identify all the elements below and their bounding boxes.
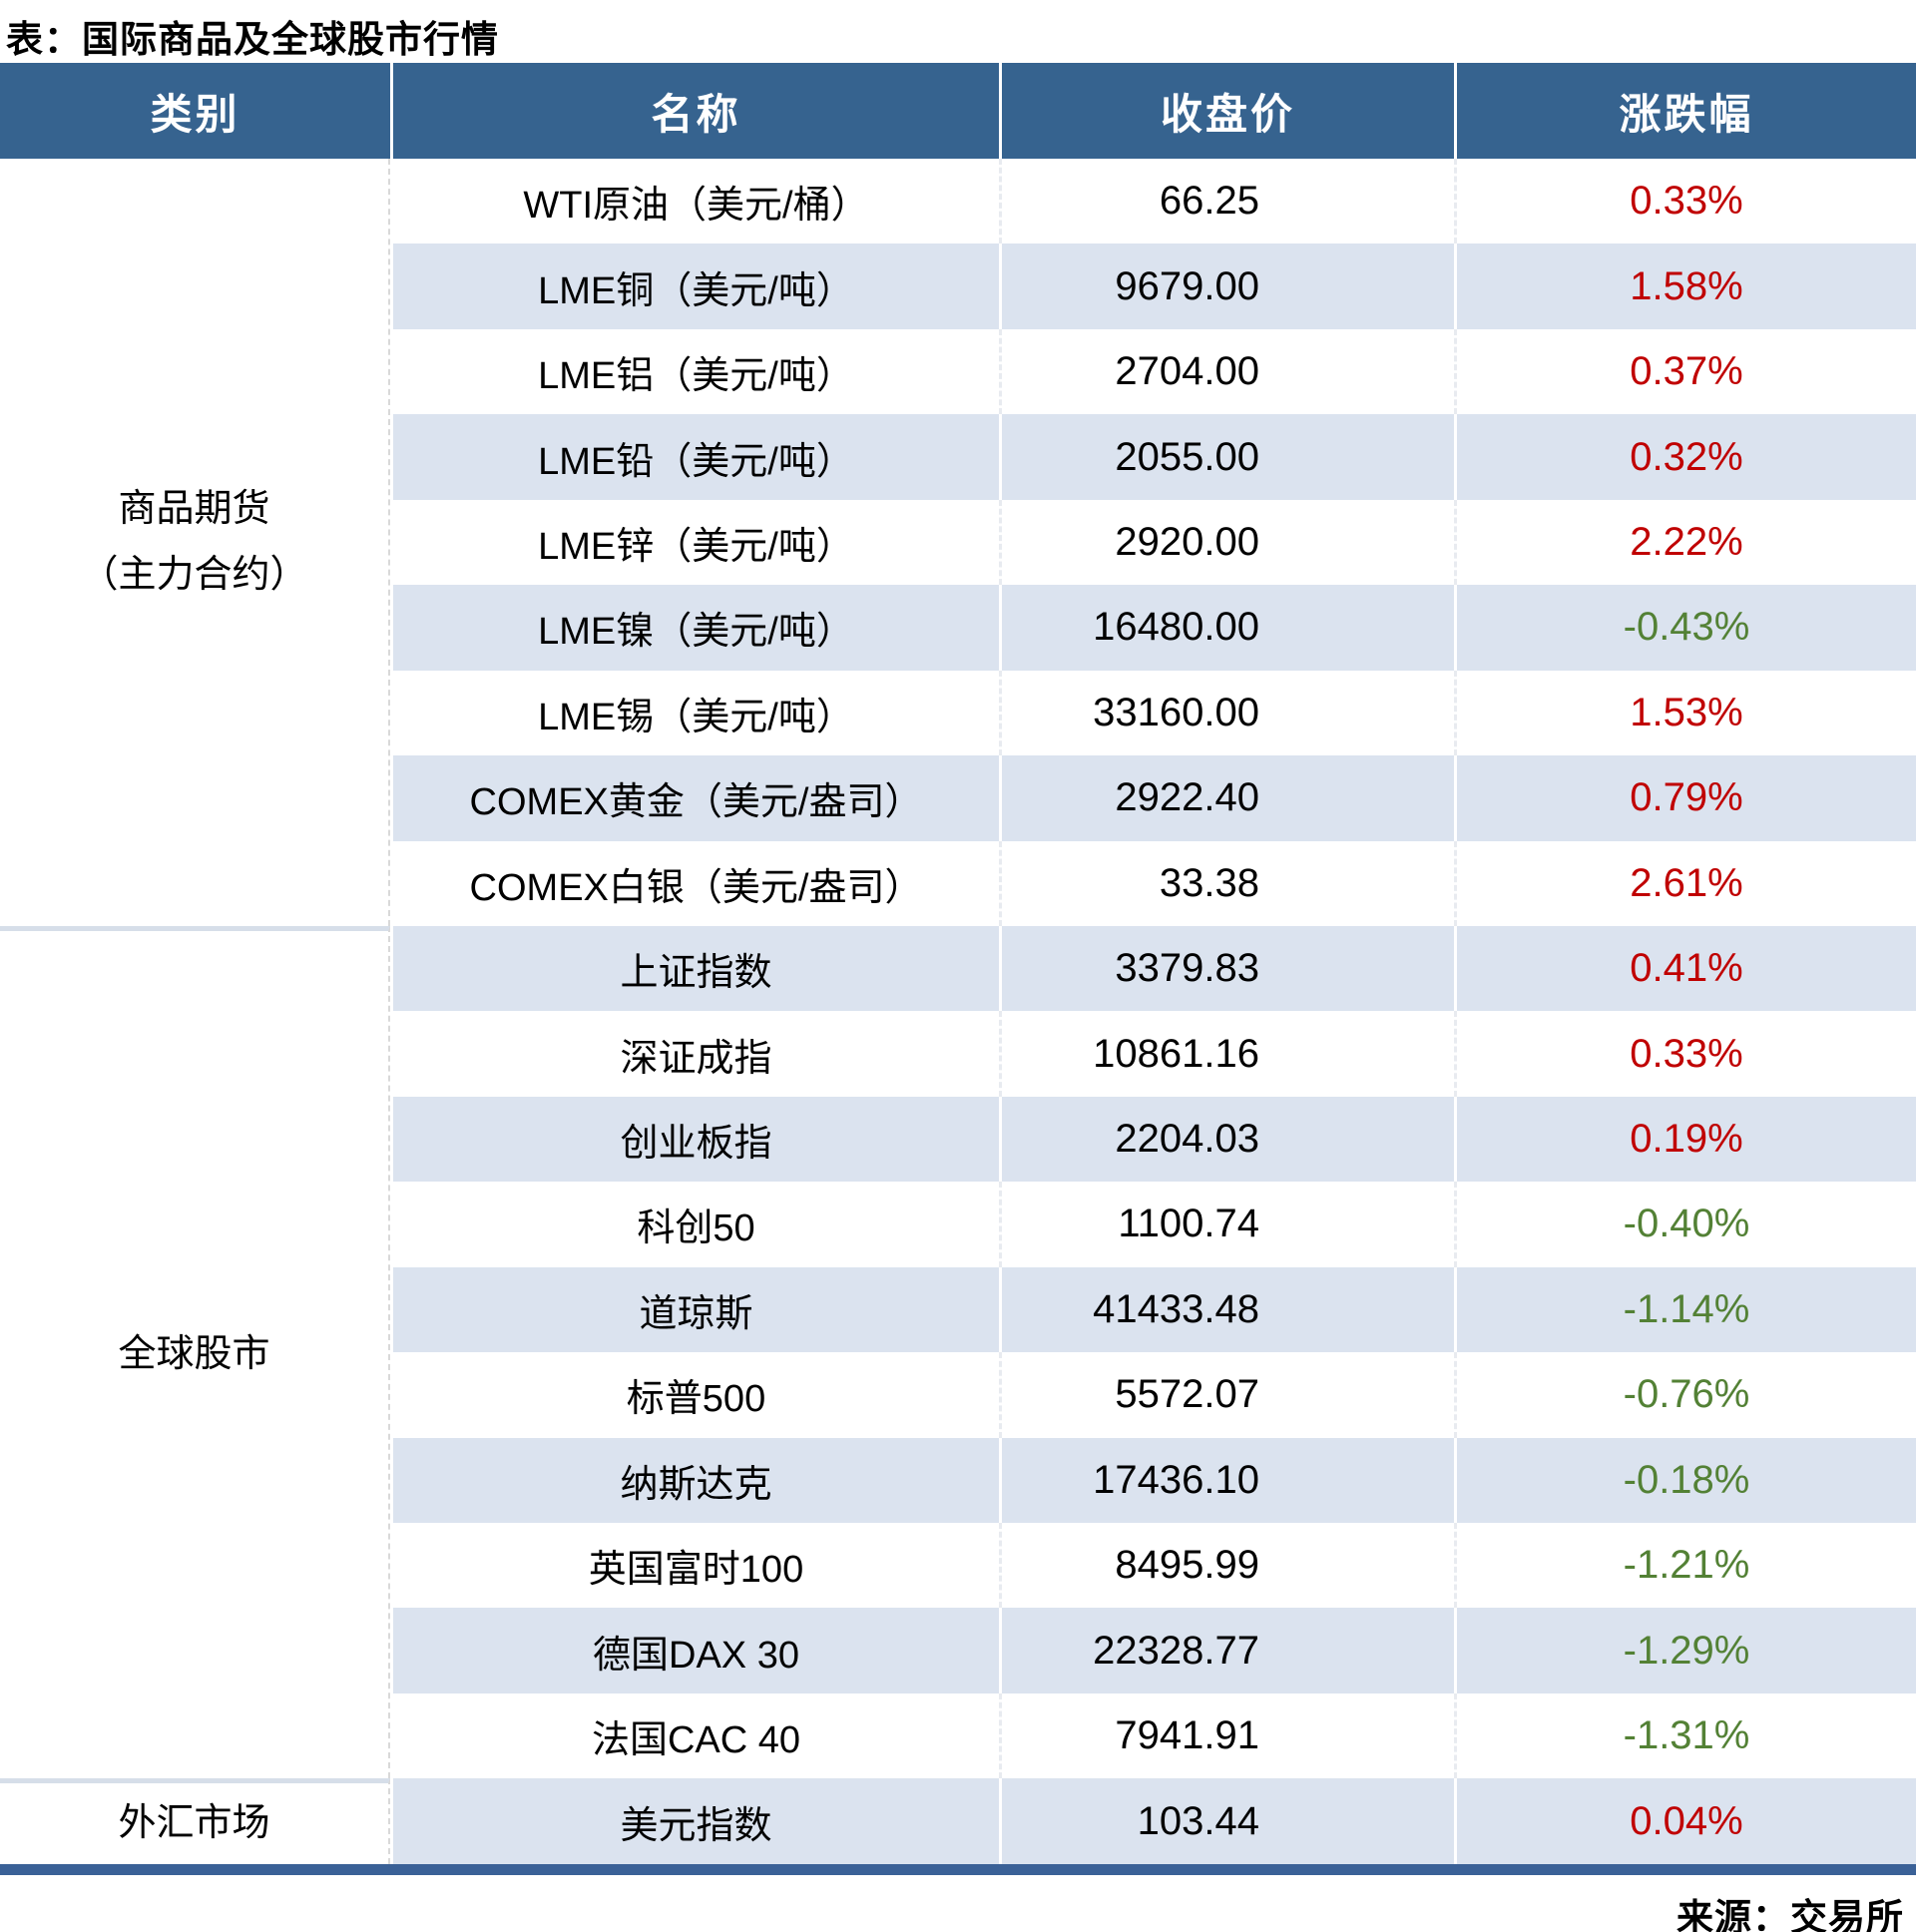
header-cell-category: 类别 xyxy=(0,63,390,159)
close-cell: 17436.10 xyxy=(999,1437,1454,1523)
name-cell: 深证成指 xyxy=(390,1011,999,1097)
name-cell: LME铜（美元/吨） xyxy=(390,243,999,329)
change-cell: 0.32% xyxy=(1454,414,1916,500)
close-cell: 2920.00 xyxy=(999,499,1454,586)
change-cell: 0.19% xyxy=(1454,1096,1916,1183)
name-cell: 法国CAC 40 xyxy=(390,1692,999,1779)
name-cell: LME铅（美元/吨） xyxy=(390,414,999,500)
name-cell: LME锡（美元/吨） xyxy=(390,670,999,756)
change-cell: 0.79% xyxy=(1454,755,1916,841)
change-cell: 0.33% xyxy=(1454,159,1916,244)
name-cell: 德国DAX 30 xyxy=(390,1608,999,1693)
source-note: 来源：交易所 xyxy=(1676,1896,1904,1932)
name-cell: 科创50 xyxy=(390,1182,999,1267)
close-cell: 41433.48 xyxy=(999,1266,1454,1353)
close-cell: 103.44 xyxy=(999,1778,1454,1864)
name-cell: 道琼斯 xyxy=(390,1266,999,1353)
table-bottom-bar xyxy=(0,1863,1916,1875)
close-cell: 16480.00 xyxy=(999,585,1454,671)
name-cell: LME锌（美元/吨） xyxy=(390,499,999,586)
header-cell-close: 收盘价 xyxy=(999,63,1454,159)
close-cell: 10861.16 xyxy=(999,1011,1454,1097)
change-cell: -0.18% xyxy=(1454,1437,1916,1523)
change-cell: 0.41% xyxy=(1454,925,1916,1012)
close-cell: 1100.74 xyxy=(999,1182,1454,1267)
category-cell-2: 外汇市场 xyxy=(0,1778,390,1864)
name-cell: LME镍（美元/吨） xyxy=(390,585,999,671)
change-cell: -1.31% xyxy=(1454,1692,1916,1779)
close-cell: 8495.99 xyxy=(999,1523,1454,1609)
change-cell: 0.33% xyxy=(1454,1011,1916,1097)
category-cell-0: 商品期货 （主力合约） xyxy=(0,159,390,926)
change-cell: 0.37% xyxy=(1454,328,1916,415)
change-cell: -1.21% xyxy=(1454,1523,1916,1609)
category-cell-1: 全球股市 xyxy=(0,925,390,1779)
name-cell: 英国富时100 xyxy=(390,1523,999,1609)
change-cell: -0.43% xyxy=(1454,585,1916,671)
name-cell: COMEX白银（美元/盎司） xyxy=(390,840,999,926)
name-cell: 上证指数 xyxy=(390,925,999,1012)
change-cell: 2.61% xyxy=(1454,840,1916,926)
category-label-line: 外汇市场 xyxy=(118,1802,270,1845)
close-cell: 5572.07 xyxy=(999,1352,1454,1438)
change-cell: -1.14% xyxy=(1454,1266,1916,1353)
change-cell: -1.29% xyxy=(1454,1608,1916,1693)
close-cell: 7941.91 xyxy=(999,1692,1454,1779)
category-label-line: 全球股市 xyxy=(118,1333,270,1376)
close-cell: 33160.00 xyxy=(999,670,1454,756)
table-title: 表：国际商品及全球股市行情 xyxy=(6,19,499,60)
name-cell: LME铝（美元/吨） xyxy=(390,328,999,415)
category-label-line: （主力合约） xyxy=(80,554,308,597)
name-cell: 美元指数 xyxy=(390,1778,999,1864)
category-label-line: 商品期货 xyxy=(118,487,270,530)
name-cell: 纳斯达克 xyxy=(390,1437,999,1523)
name-cell: WTI原油（美元/桶） xyxy=(390,159,999,244)
close-cell: 2704.00 xyxy=(999,328,1454,415)
name-cell: COMEX黄金（美元/盎司） xyxy=(390,755,999,841)
close-cell: 2922.40 xyxy=(999,755,1454,841)
change-cell: 0.04% xyxy=(1454,1778,1916,1864)
change-cell: -0.40% xyxy=(1454,1182,1916,1267)
change-cell: 2.22% xyxy=(1454,499,1916,586)
header-cell-name: 名称 xyxy=(390,63,999,159)
close-cell: 22328.77 xyxy=(999,1608,1454,1693)
name-cell: 标普500 xyxy=(390,1352,999,1438)
close-cell: 2055.00 xyxy=(999,414,1454,500)
name-cell: 创业板指 xyxy=(390,1096,999,1183)
close-cell: 66.25 xyxy=(999,159,1454,244)
close-cell: 3379.83 xyxy=(999,925,1454,1012)
header-cell-change: 涨跌幅 xyxy=(1454,63,1916,159)
close-cell: 9679.00 xyxy=(999,243,1454,329)
change-cell: 1.53% xyxy=(1454,670,1916,756)
change-cell: 1.58% xyxy=(1454,243,1916,329)
close-cell: 2204.03 xyxy=(999,1096,1454,1183)
change-cell: -0.76% xyxy=(1454,1352,1916,1438)
market-table: 类别 名称 收盘价 涨跌幅 商品期货 （主力合约） WTI原油（美元/桶） 66.25… xyxy=(0,63,1916,1864)
close-cell: 33.38 xyxy=(999,840,1454,926)
